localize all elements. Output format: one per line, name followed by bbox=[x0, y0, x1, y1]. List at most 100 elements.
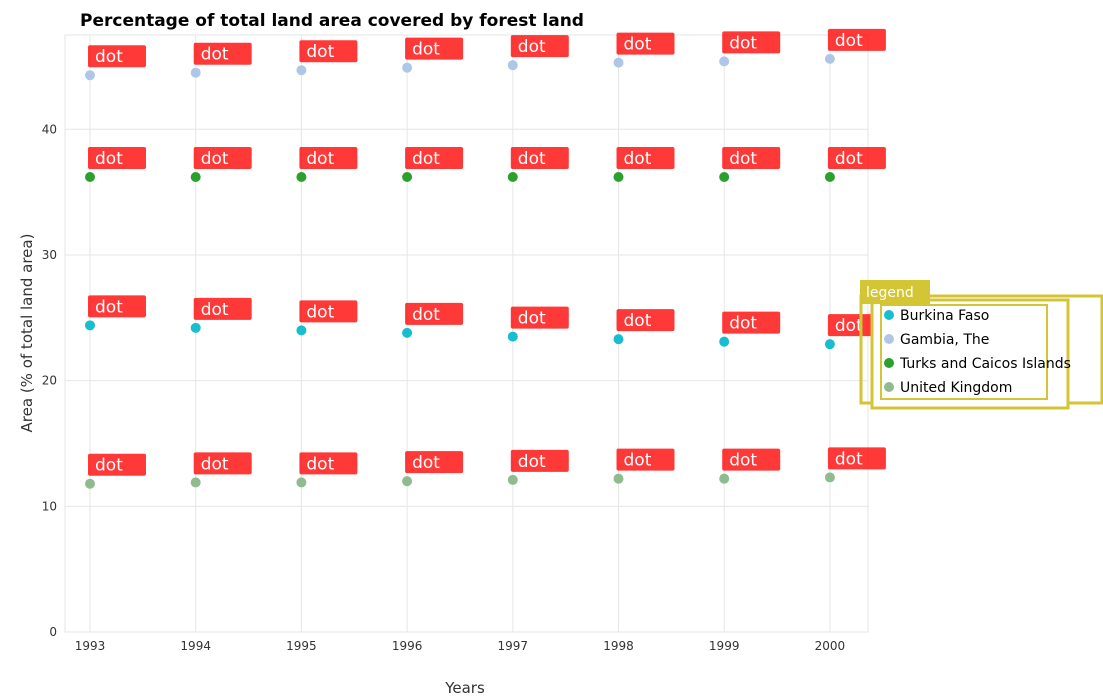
data-point bbox=[719, 473, 730, 484]
legend-label: United Kingdom bbox=[900, 380, 1012, 396]
y-tick-label: 40 bbox=[42, 122, 57, 136]
data-point-label-box bbox=[722, 448, 781, 471]
data-point bbox=[824, 339, 835, 350]
data-points: dot dot dot dot dot dot dot dot dot dot dot dot dot d… bbox=[85, 28, 886, 489]
x-tick-label: 1993 bbox=[75, 639, 106, 653]
x-tick-label: 1994 bbox=[180, 639, 211, 653]
data-point-label-box bbox=[722, 147, 781, 170]
data-point-label-box bbox=[405, 302, 464, 325]
data-point-label: dot bbox=[729, 149, 757, 169]
x-tick-label: 1997 bbox=[498, 639, 529, 653]
data-point-label: dot bbox=[201, 45, 229, 65]
data-point-label: dot bbox=[412, 149, 440, 169]
data-point-label: dot bbox=[835, 316, 863, 336]
legend-marker bbox=[884, 382, 894, 392]
data-point-label: dot bbox=[412, 453, 440, 473]
x-tick-label: 1999 bbox=[709, 639, 740, 653]
data-point bbox=[507, 60, 518, 71]
data-point-label: dot bbox=[835, 149, 863, 169]
data-point bbox=[719, 172, 730, 183]
data-point bbox=[190, 322, 201, 333]
data-point bbox=[507, 331, 518, 342]
legend-marker bbox=[884, 334, 894, 344]
data-point bbox=[402, 327, 413, 338]
data-point-label-box bbox=[299, 147, 358, 170]
data-point-label-box bbox=[827, 447, 886, 470]
data-point-label-box bbox=[299, 452, 358, 475]
data-point-label: dot bbox=[201, 149, 229, 169]
legend-marker bbox=[884, 358, 894, 368]
data-point-label: dot bbox=[624, 149, 652, 169]
data-point-label: dot bbox=[518, 309, 546, 329]
data-point-label: dot bbox=[518, 149, 546, 169]
y-axis-label: Area (% of total land area) bbox=[18, 234, 36, 433]
data-point bbox=[719, 56, 730, 67]
legend-title-badge bbox=[860, 280, 930, 304]
legend-inner-frame bbox=[880, 304, 1048, 400]
data-point bbox=[85, 172, 95, 183]
data-point bbox=[402, 476, 413, 487]
data-point-label: dot bbox=[306, 454, 334, 474]
data-point-label-box bbox=[405, 147, 464, 170]
data-point-label: dot bbox=[412, 305, 440, 325]
y-tick-label: 0 bbox=[49, 625, 57, 639]
data-point-label: dot bbox=[306, 302, 334, 322]
chart-title: Percentage of total land area covered by… bbox=[80, 11, 584, 31]
x-tick-label: 1995 bbox=[286, 639, 317, 653]
data-point bbox=[190, 67, 201, 78]
data-point bbox=[507, 172, 518, 183]
x-tick-label: 1998 bbox=[603, 639, 634, 653]
data-point-label-box bbox=[827, 28, 886, 51]
data-point-label: dot bbox=[412, 40, 440, 60]
y-tick-label: 20 bbox=[42, 374, 57, 388]
data-point-label-box bbox=[193, 42, 252, 65]
data-point-label-box bbox=[510, 35, 569, 58]
data-point bbox=[507, 474, 518, 485]
data-point-label: dot bbox=[835, 31, 863, 51]
data-point-label-box bbox=[405, 451, 464, 474]
data-point-label: dot bbox=[95, 456, 123, 476]
data-point bbox=[402, 172, 413, 183]
data-point-label-box bbox=[193, 147, 252, 170]
y-tick-label: 10 bbox=[42, 499, 57, 513]
data-point bbox=[824, 172, 835, 183]
data-point bbox=[613, 172, 624, 183]
data-point-label: dot bbox=[835, 449, 863, 469]
data-point bbox=[613, 473, 624, 484]
data-point-label: dot bbox=[306, 42, 334, 62]
data-point bbox=[296, 172, 307, 183]
data-point-label: dot bbox=[729, 33, 757, 53]
data-point-label-box bbox=[616, 309, 675, 332]
data-point bbox=[190, 172, 201, 183]
data-point-label-box bbox=[88, 147, 146, 170]
data-point-label: dot bbox=[201, 454, 229, 474]
legend-box bbox=[870, 298, 1070, 410]
y-axis-ticks: 0 10 20 30 40 bbox=[42, 122, 57, 639]
data-point-label-box bbox=[193, 452, 252, 475]
data-point bbox=[824, 53, 835, 64]
data-point bbox=[296, 325, 307, 336]
data-point bbox=[296, 477, 307, 488]
legend-label: Gambia, The bbox=[900, 332, 989, 348]
data-point-label: dot bbox=[624, 311, 652, 331]
data-point-label: dot bbox=[306, 149, 334, 169]
data-point-label: dot bbox=[729, 451, 757, 471]
data-point bbox=[824, 472, 835, 483]
data-point-label-box bbox=[88, 453, 146, 476]
legend-label: Turks and Caicos Islands bbox=[899, 356, 1071, 372]
data-point-label-box bbox=[193, 297, 252, 320]
data-point-label-box bbox=[299, 300, 358, 323]
legend-title: legend bbox=[866, 285, 914, 301]
data-point bbox=[85, 70, 95, 81]
legend-marker bbox=[884, 310, 894, 320]
data-point bbox=[85, 320, 95, 331]
data-point-label-box bbox=[616, 448, 675, 471]
data-point bbox=[190, 477, 201, 488]
data-point-label: dot bbox=[624, 35, 652, 55]
data-point bbox=[613, 334, 624, 345]
data-point-label: dot bbox=[518, 452, 546, 472]
data-point bbox=[613, 57, 624, 68]
x-axis-ticks: 1993 1994 1995 1996 1997 1998 1999 2000 bbox=[75, 639, 845, 653]
data-point-label-box bbox=[616, 147, 675, 170]
legend-items: Burkina Faso Gambia, The Turks and Caicos … bbox=[884, 308, 1071, 396]
